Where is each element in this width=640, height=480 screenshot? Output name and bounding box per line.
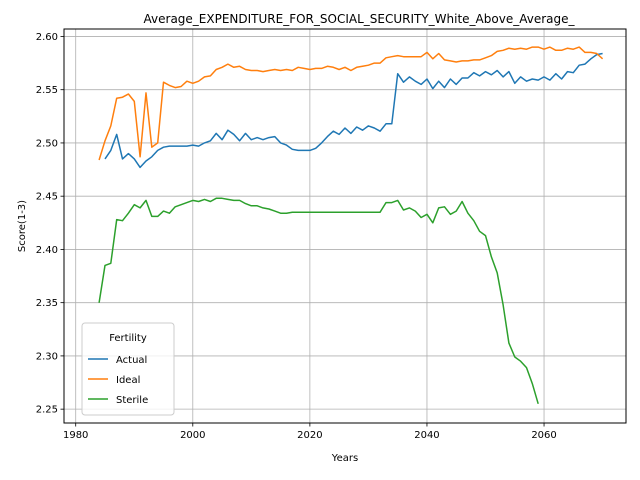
y-tick-label: 2.45	[36, 192, 58, 203]
x-tick-label: 2000	[180, 430, 205, 441]
legend-label-actual: Actual	[116, 355, 147, 366]
series-line-sterile	[98, 197, 539, 405]
series-line-actual	[104, 52, 603, 169]
legend: Fertility Actual Ideal Sterile	[81, 322, 175, 416]
x-tick-label: 2020	[297, 430, 322, 441]
plot-frame	[63, 28, 627, 424]
legend-label-ideal: Ideal	[116, 375, 140, 386]
series-line-ideal	[98, 46, 604, 161]
y-tick-label: 2.25	[36, 405, 58, 416]
x-tick-label: 2060	[531, 430, 556, 441]
legend-entries: Actual Ideal Sterile	[88, 355, 148, 406]
x-tick-label: 1980	[63, 430, 88, 441]
y-tick-label: 2.40	[36, 245, 58, 256]
legend-title: Fertility	[109, 333, 147, 344]
legend-box	[81, 322, 175, 416]
chart-title: Average_EXPENDITURE_FOR_SOCIAL_SECURITY_…	[144, 12, 576, 26]
y-tick-label: 2.60	[36, 32, 58, 43]
x-axis-label: Years	[331, 453, 358, 464]
x-tick-label: 2040	[414, 430, 439, 441]
x-axis-ticks: 1980 2000 2020 2040 2060	[63, 423, 557, 441]
legend-label-sterile: Sterile	[116, 395, 148, 406]
y-tick-label: 2.50	[36, 138, 58, 149]
grid-lines	[64, 29, 626, 423]
series-lines	[98, 46, 604, 405]
y-tick-label: 2.35	[36, 298, 58, 309]
y-tick-label: 2.30	[36, 351, 58, 362]
y-axis-ticks: 2.25 2.30 2.35 2.40 2.45 2.50 2.55 2.60	[36, 32, 64, 416]
y-axis-label: Score(1-3)	[17, 200, 28, 252]
y-tick-label: 2.55	[36, 85, 58, 96]
